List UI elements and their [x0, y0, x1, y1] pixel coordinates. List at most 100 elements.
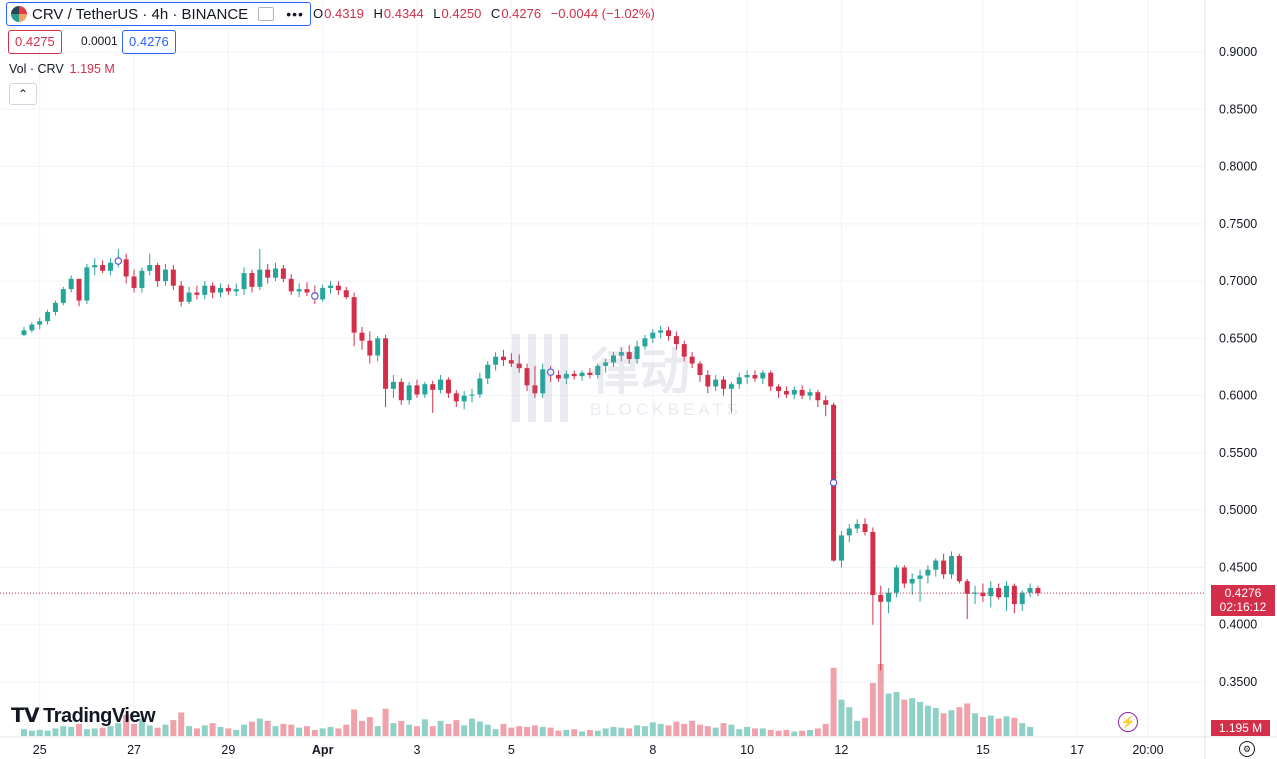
candle-body: [257, 269, 263, 287]
candle-body: [162, 269, 168, 282]
volume-value: 1.195 M: [69, 62, 115, 76]
volume-bar: [641, 726, 648, 736]
candle-body: [225, 287, 231, 292]
candle-body: [430, 384, 436, 390]
volume-bar: [571, 729, 578, 736]
candle-body: [304, 289, 310, 293]
volume-bar: [681, 723, 688, 736]
x-tick-label: 8: [649, 743, 656, 757]
candle-body: [713, 379, 719, 387]
event-marker: [546, 368, 555, 376]
tradingview-brand-name: TradingView: [43, 705, 156, 727]
candle-body: [60, 289, 66, 303]
candle-body: [485, 364, 491, 379]
volume-bar: [594, 730, 601, 736]
candle-body: [1035, 588, 1041, 594]
volume-bar: [68, 726, 75, 736]
volume-bar: [775, 730, 782, 736]
volume-bar: [288, 724, 295, 736]
candle-body: [438, 379, 444, 390]
volume-bar: [406, 724, 413, 736]
candle-body: [666, 330, 672, 337]
sell-price-button[interactable]: 0.4275: [8, 30, 62, 54]
ohlc-open: 0.4319: [324, 6, 364, 21]
candle-body: [658, 330, 664, 333]
candle-body: [909, 578, 915, 584]
volume-bar: [508, 727, 515, 736]
volume-bar: [178, 712, 185, 736]
volume-bar: [186, 726, 193, 736]
candle-body: [933, 560, 939, 570]
volume-bar: [241, 724, 248, 736]
symbol-header[interactable]: CRV / TetherUS · 4h · BINANCE •••: [6, 2, 311, 26]
ohlc-close: 0.4276: [501, 6, 542, 21]
volume-bar: [437, 720, 444, 736]
volume-bar: [201, 725, 208, 736]
volume-bar: [343, 724, 350, 736]
candle-body: [854, 523, 860, 529]
event-marker: [311, 292, 319, 300]
volume-bar: [665, 725, 672, 736]
volume-bar: [366, 717, 373, 736]
y-tick-label: 0.6000: [1219, 389, 1257, 403]
lightning-icon[interactable]: ⚡: [1118, 712, 1138, 732]
volume-bar: [555, 730, 562, 736]
candle-body: [799, 389, 805, 396]
candle-body: [626, 352, 632, 359]
candle-body: [76, 278, 82, 301]
candle-body: [752, 375, 758, 379]
ohlc-legend: O0.4319 H0.4344 L0.4250 C0.4276 −0.0044 …: [313, 6, 655, 21]
candle-body: [516, 363, 522, 369]
candle-body: [595, 365, 601, 376]
candle-body: [823, 400, 829, 405]
x-tick-label: 12: [834, 743, 848, 757]
candle-body: [587, 372, 593, 376]
volume-bar: [626, 728, 633, 736]
candle-body: [886, 592, 892, 602]
candle-body: [68, 278, 74, 290]
volume-bar: [461, 725, 468, 736]
bar-countdown: 02:16:12: [1219, 600, 1267, 614]
candle-body: [893, 567, 899, 593]
x-tick-label: 5: [508, 743, 515, 757]
volume-bar: [429, 726, 436, 736]
buy-price-button[interactable]: 0.4276: [122, 30, 176, 54]
ohlc-high: 0.4344: [383, 6, 424, 21]
volume-bar: [869, 682, 876, 736]
last-price-label: 0.4276 02:16:12: [1211, 585, 1275, 616]
volume-bar: [728, 724, 735, 736]
volume-bar: [44, 730, 51, 736]
volume-bar: [547, 727, 554, 736]
volume-bar: [36, 729, 43, 736]
y-tick-label: 0.8500: [1219, 102, 1257, 116]
volume-bar: [979, 717, 986, 736]
x-tick-label: 27: [127, 743, 141, 757]
y-tick-label: 0.7000: [1219, 274, 1257, 288]
candle-body: [265, 269, 271, 278]
candle-body: [776, 386, 782, 392]
candle-body: [398, 381, 404, 401]
more-options-icon[interactable]: •••: [286, 6, 304, 22]
symbol-title: CRV / TetherUS · 4h · BINANCE: [32, 5, 249, 23]
tradingview-logo[interactable]: 𝗧𝗩 TradingView: [11, 703, 156, 728]
volume-bar: [838, 699, 845, 736]
candle-body: [218, 287, 223, 293]
volume-bar: [1011, 717, 1018, 736]
volume-bar: [272, 726, 279, 736]
candle-body: [681, 344, 687, 357]
tv-logo-icon: 𝗧𝗩: [11, 705, 40, 727]
candle-body: [571, 373, 577, 377]
volume-bar: [138, 718, 145, 736]
volume-bar: [862, 717, 869, 736]
candle-body: [493, 356, 499, 365]
candle-body: [540, 369, 546, 394]
candle-body: [901, 567, 907, 584]
compare-square-icon[interactable]: [258, 7, 275, 21]
chevron-up-icon[interactable]: ⌃: [9, 83, 37, 105]
volume-bar: [917, 701, 924, 736]
settings-gear-icon[interactable]: ⚙: [1239, 741, 1255, 757]
volume-bar: [52, 728, 59, 736]
volume-bar: [767, 729, 774, 736]
ohlc-low: 0.4250: [441, 6, 482, 21]
